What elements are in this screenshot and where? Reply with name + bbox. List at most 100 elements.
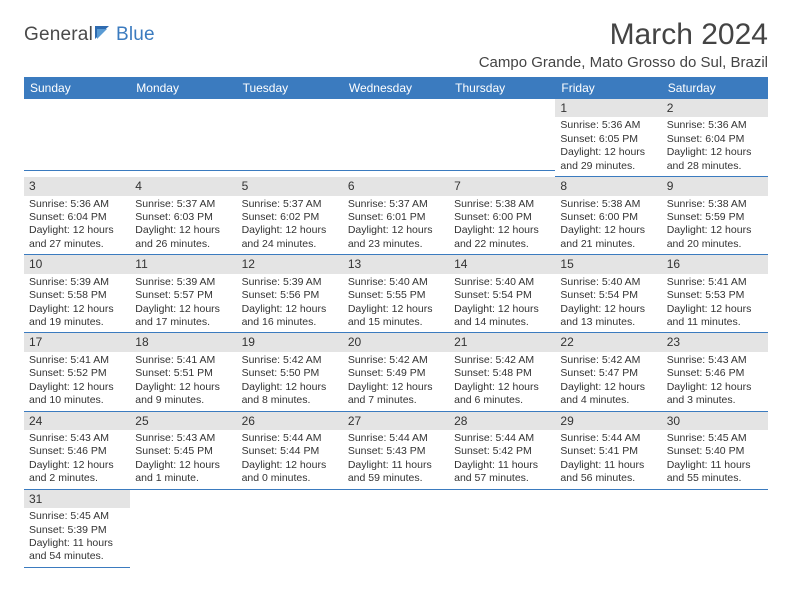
calendar-cell: 10Sunrise: 5:39 AMSunset: 5:58 PMDayligh… — [24, 255, 130, 333]
calendar-row: 24Sunrise: 5:43 AMSunset: 5:46 PMDayligh… — [24, 412, 768, 490]
sunset-text: Sunset: 5:54 PM — [560, 289, 656, 302]
daylight-line1: Daylight: 11 hours — [560, 459, 656, 472]
weekday-header: Sunday — [24, 77, 130, 99]
day-body: Sunrise: 5:39 AMSunset: 5:57 PMDaylight:… — [130, 274, 236, 334]
calendar-cell: 11Sunrise: 5:39 AMSunset: 5:57 PMDayligh… — [130, 255, 236, 333]
calendar-cell: 1Sunrise: 5:36 AMSunset: 6:05 PMDaylight… — [555, 99, 661, 177]
day-number: 23 — [662, 333, 768, 351]
calendar-cell: 18Sunrise: 5:41 AMSunset: 5:51 PMDayligh… — [130, 333, 236, 411]
title-block: March 2024 Campo Grande, Mato Grosso do … — [479, 18, 768, 71]
sunset-text: Sunset: 6:03 PM — [135, 211, 231, 224]
day-body: Sunrise: 5:37 AMSunset: 6:02 PMDaylight:… — [237, 196, 343, 256]
calendar-cell: 12Sunrise: 5:39 AMSunset: 5:56 PMDayligh… — [237, 255, 343, 333]
daylight-line1: Daylight: 12 hours — [348, 224, 444, 237]
page-title: March 2024 — [479, 18, 768, 52]
sunset-text: Sunset: 6:01 PM — [348, 211, 444, 224]
sunrise-text: Sunrise: 5:44 AM — [560, 432, 656, 445]
day-number: 6 — [343, 177, 449, 195]
calendar-cell: 28Sunrise: 5:44 AMSunset: 5:42 PMDayligh… — [449, 412, 555, 490]
day-body: Sunrise: 5:38 AMSunset: 5:59 PMDaylight:… — [662, 196, 768, 256]
daylight-line2: and 23 minutes. — [348, 238, 444, 251]
sunrise-text: Sunrise: 5:36 AM — [560, 119, 656, 132]
calendar-row: 3Sunrise: 5:36 AMSunset: 6:04 PMDaylight… — [24, 177, 768, 255]
calendar-cell: 17Sunrise: 5:41 AMSunset: 5:52 PMDayligh… — [24, 333, 130, 411]
weekday-header-row: Sunday Monday Tuesday Wednesday Thursday… — [24, 77, 768, 99]
daylight-line2: and 56 minutes. — [560, 472, 656, 485]
sunset-text: Sunset: 6:00 PM — [560, 211, 656, 224]
day-body: Sunrise: 5:44 AMSunset: 5:43 PMDaylight:… — [343, 430, 449, 490]
daylight-line1: Daylight: 12 hours — [135, 381, 231, 394]
calendar-cell: 26Sunrise: 5:44 AMSunset: 5:44 PMDayligh… — [237, 412, 343, 490]
day-number: 18 — [130, 333, 236, 351]
calendar-cell: 8Sunrise: 5:38 AMSunset: 6:00 PMDaylight… — [555, 177, 661, 255]
day-body: Sunrise: 5:40 AMSunset: 5:54 PMDaylight:… — [449, 274, 555, 334]
daylight-line1: Daylight: 12 hours — [454, 381, 550, 394]
day-number: 12 — [237, 255, 343, 273]
day-number: 22 — [555, 333, 661, 351]
sunset-text: Sunset: 5:43 PM — [348, 445, 444, 458]
daylight-line1: Daylight: 11 hours — [29, 537, 125, 550]
sunset-text: Sunset: 5:49 PM — [348, 367, 444, 380]
empty-cell — [24, 99, 130, 171]
sunrise-text: Sunrise: 5:40 AM — [454, 276, 550, 289]
sunrise-text: Sunrise: 5:44 AM — [348, 432, 444, 445]
sunset-text: Sunset: 5:55 PM — [348, 289, 444, 302]
calendar-cell: 29Sunrise: 5:44 AMSunset: 5:41 PMDayligh… — [555, 412, 661, 490]
daylight-line1: Daylight: 12 hours — [135, 459, 231, 472]
day-number: 31 — [24, 490, 130, 508]
daylight-line1: Daylight: 12 hours — [454, 303, 550, 316]
daylight-line1: Daylight: 12 hours — [29, 381, 125, 394]
empty-cell — [237, 99, 343, 171]
day-body: Sunrise: 5:41 AMSunset: 5:52 PMDaylight:… — [24, 352, 130, 412]
sunrise-text: Sunrise: 5:45 AM — [667, 432, 763, 445]
daylight-line2: and 20 minutes. — [667, 238, 763, 251]
sunset-text: Sunset: 5:51 PM — [135, 367, 231, 380]
day-body: Sunrise: 5:44 AMSunset: 5:44 PMDaylight:… — [237, 430, 343, 490]
day-number: 28 — [449, 412, 555, 430]
weekday-header: Wednesday — [343, 77, 449, 99]
weekday-header: Saturday — [662, 77, 768, 99]
calendar-cell: 22Sunrise: 5:42 AMSunset: 5:47 PMDayligh… — [555, 333, 661, 411]
calendar-cell — [343, 490, 449, 568]
daylight-line2: and 29 minutes. — [560, 160, 656, 173]
calendar-cell: 25Sunrise: 5:43 AMSunset: 5:45 PMDayligh… — [130, 412, 236, 490]
sunset-text: Sunset: 5:40 PM — [667, 445, 763, 458]
daylight-line1: Daylight: 12 hours — [135, 224, 231, 237]
sunset-text: Sunset: 5:47 PM — [560, 367, 656, 380]
sunrise-text: Sunrise: 5:44 AM — [242, 432, 338, 445]
sunset-text: Sunset: 5:42 PM — [454, 445, 550, 458]
day-number: 24 — [24, 412, 130, 430]
day-number: 10 — [24, 255, 130, 273]
daylight-line2: and 59 minutes. — [348, 472, 444, 485]
sunrise-text: Sunrise: 5:40 AM — [348, 276, 444, 289]
sunrise-text: Sunrise: 5:39 AM — [29, 276, 125, 289]
daylight-line1: Daylight: 12 hours — [560, 303, 656, 316]
day-body: Sunrise: 5:38 AMSunset: 6:00 PMDaylight:… — [555, 196, 661, 256]
weekday-header: Tuesday — [237, 77, 343, 99]
daylight-line2: and 54 minutes. — [29, 550, 125, 563]
day-body: Sunrise: 5:44 AMSunset: 5:41 PMDaylight:… — [555, 430, 661, 490]
sunset-text: Sunset: 5:53 PM — [667, 289, 763, 302]
calendar-cell: 6Sunrise: 5:37 AMSunset: 6:01 PMDaylight… — [343, 177, 449, 255]
daylight-line2: and 28 minutes. — [667, 160, 763, 173]
day-body: Sunrise: 5:39 AMSunset: 5:58 PMDaylight:… — [24, 274, 130, 334]
sunrise-text: Sunrise: 5:42 AM — [242, 354, 338, 367]
day-body: Sunrise: 5:43 AMSunset: 5:46 PMDaylight:… — [662, 352, 768, 412]
sunrise-text: Sunrise: 5:39 AM — [135, 276, 231, 289]
day-number: 15 — [555, 255, 661, 273]
sunrise-text: Sunrise: 5:38 AM — [667, 198, 763, 211]
day-number: 26 — [237, 412, 343, 430]
calendar-cell — [24, 99, 130, 177]
daylight-line1: Daylight: 12 hours — [667, 224, 763, 237]
daylight-line1: Daylight: 12 hours — [135, 303, 231, 316]
day-number: 8 — [555, 177, 661, 195]
calendar-cell: 19Sunrise: 5:42 AMSunset: 5:50 PMDayligh… — [237, 333, 343, 411]
day-body: Sunrise: 5:41 AMSunset: 5:51 PMDaylight:… — [130, 352, 236, 412]
daylight-line2: and 6 minutes. — [454, 394, 550, 407]
logo-prefix: General — [24, 24, 93, 46]
daylight-line2: and 26 minutes. — [135, 238, 231, 251]
daylight-line1: Daylight: 12 hours — [667, 381, 763, 394]
sunset-text: Sunset: 5:50 PM — [242, 367, 338, 380]
sunrise-text: Sunrise: 5:45 AM — [29, 510, 125, 523]
header: General Blue March 2024 Campo Grande, Ma… — [24, 18, 768, 71]
